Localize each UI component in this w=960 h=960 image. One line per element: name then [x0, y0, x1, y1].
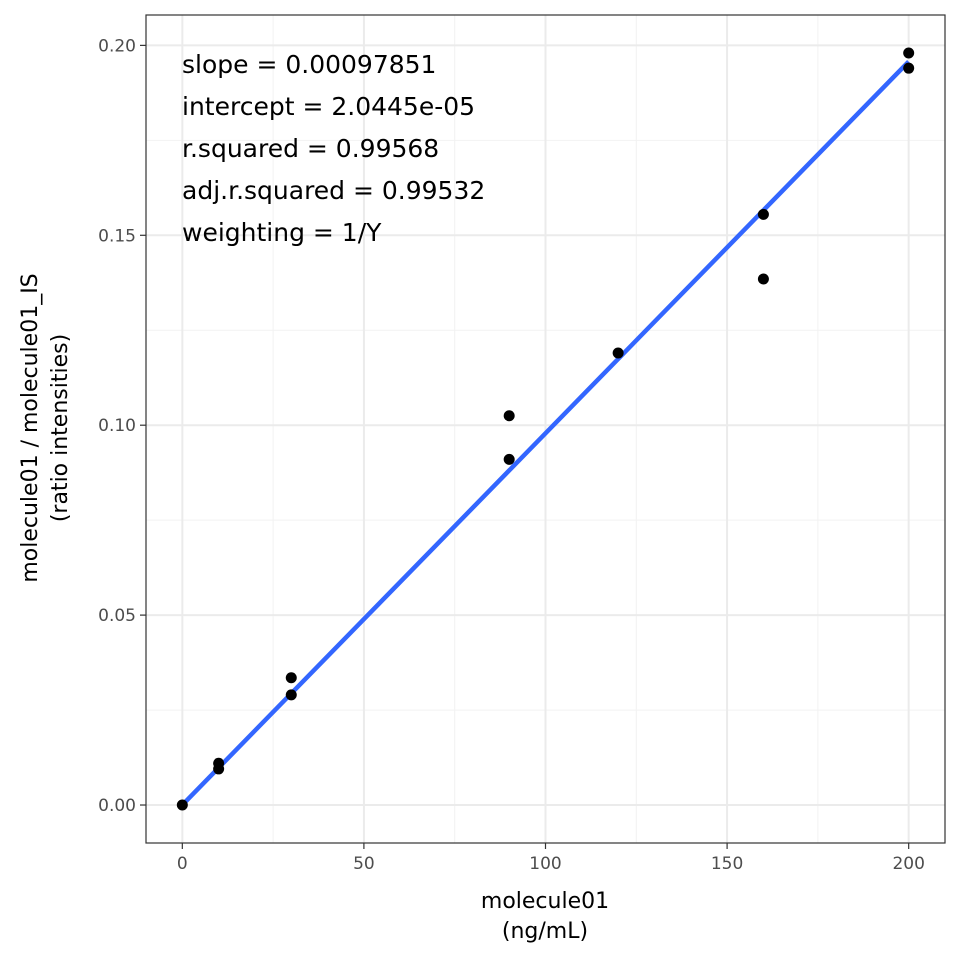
annotation-weighting: weighting = 1/Y — [182, 218, 382, 247]
x-axis-title-line2: (ng/mL) — [502, 919, 588, 944]
y-axis: 0.00 0.05 0.10 0.15 0.20 — [98, 36, 146, 816]
data-point-3 — [285, 672, 297, 684]
x-tick-label-2: 100 — [529, 854, 561, 874]
y-axis-title-line1: molecule01 / molecule01_IS — [18, 273, 43, 582]
regression-annotations: slope = 0.00097851 intercept = 2.0445e-0… — [182, 50, 485, 247]
annotation-adj-r-squared: adj.r.squared = 0.99532 — [182, 176, 485, 205]
x-tick-label-1: 50 — [353, 854, 375, 874]
major-gridlines — [146, 15, 945, 843]
y-tick-label-2: 0.10 — [98, 416, 136, 436]
y-tick-label-0: 0.00 — [98, 796, 136, 816]
data-point-6 — [503, 453, 515, 465]
data-point-9 — [757, 273, 769, 285]
annotation-slope: slope = 0.00097851 — [182, 50, 436, 79]
data-points — [176, 47, 915, 811]
x-tick-label-0: 0 — [177, 854, 188, 874]
x-axis: 0 50 100 150 200 — [177, 843, 925, 874]
data-point-5 — [503, 410, 515, 422]
data-point-10 — [903, 47, 915, 59]
fit-line-layer — [180, 60, 911, 807]
annotation-r-squared: r.squared = 0.99568 — [182, 134, 439, 163]
data-point-7 — [612, 347, 624, 359]
y-tick-label-1: 0.05 — [98, 606, 136, 626]
y-tick-label-3: 0.15 — [98, 226, 136, 246]
data-point-8 — [757, 208, 769, 220]
x-tick-label-4: 200 — [892, 854, 924, 874]
x-axis-title-line1: molecule01 — [481, 889, 609, 914]
annotation-intercept: intercept = 2.0445e-05 — [182, 92, 475, 121]
data-point-2 — [213, 763, 225, 775]
data-point-4 — [285, 689, 297, 701]
data-point-11 — [903, 62, 915, 74]
x-tick-label-3: 150 — [711, 854, 743, 874]
y-tick-label-4: 0.20 — [98, 36, 136, 56]
fit-line — [180, 60, 911, 807]
y-axis-title-line2: (ratio intensities) — [48, 334, 73, 522]
data-point-0 — [176, 799, 188, 811]
